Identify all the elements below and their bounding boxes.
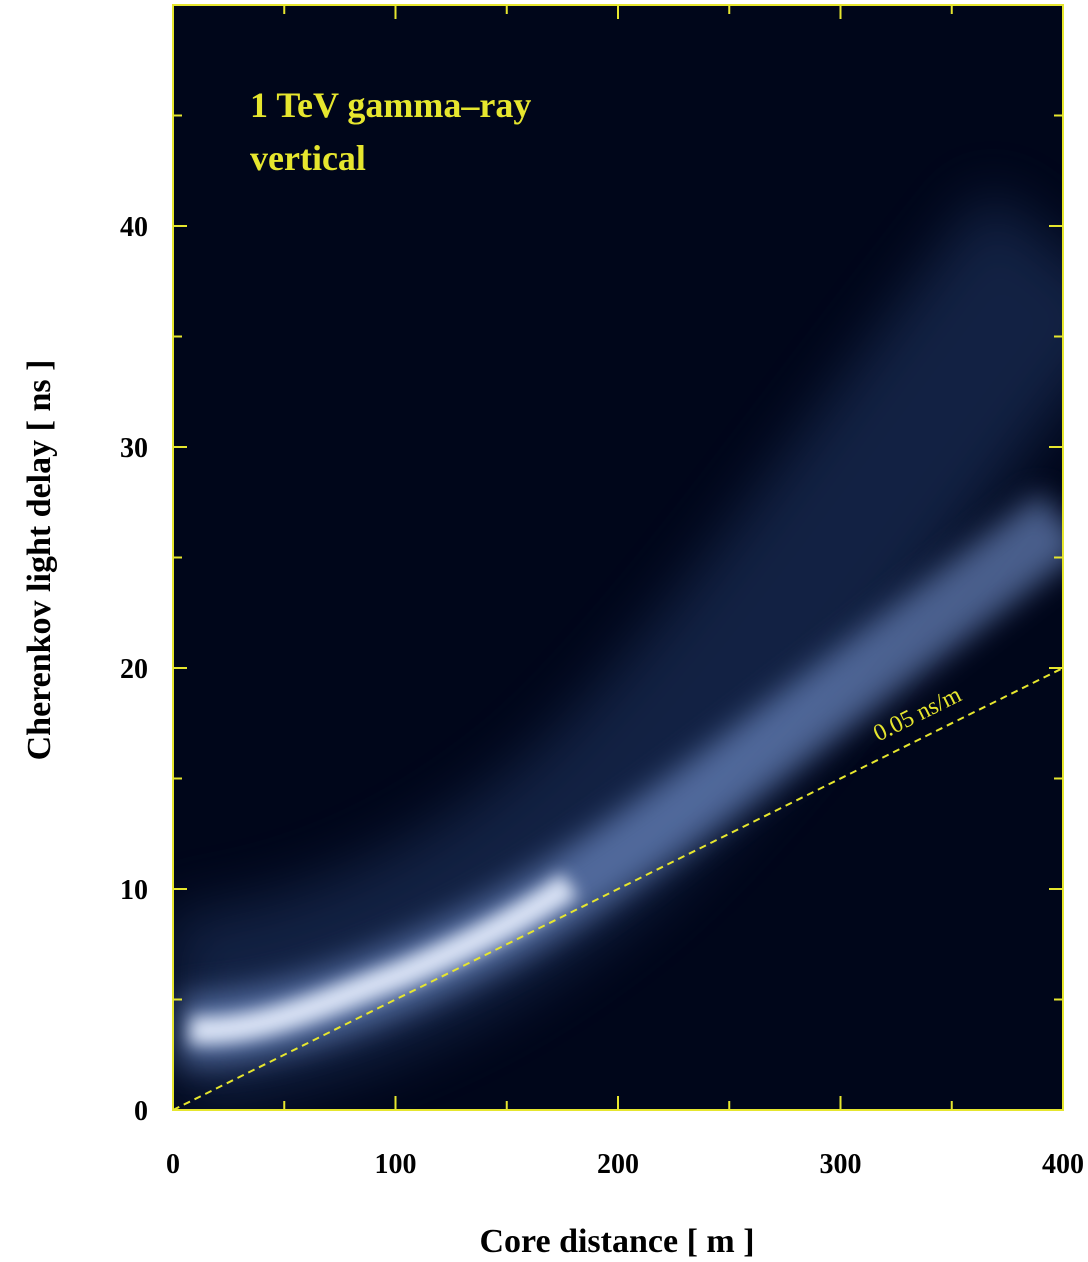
reference-line: [172, 667, 1064, 1111]
density-glow: [173, 189, 1063, 1105]
y-axis-label: Cherenkov light delay [ ns ]: [21, 360, 58, 761]
y-tick-label: 40: [120, 212, 148, 243]
x-tick-label: 100: [375, 1149, 417, 1180]
y-tick-label: 30: [120, 433, 148, 464]
x-tick-label: 400: [1042, 1149, 1084, 1180]
y-tick-label: 10: [120, 875, 148, 906]
annotation: 1 TeV gamma–ray: [250, 85, 531, 125]
y-tick-label: 20: [120, 654, 148, 685]
y-tick-label: 0: [134, 1096, 148, 1127]
x-tick-label: 300: [820, 1149, 862, 1180]
x-axis-label: Core distance [ m ]: [479, 1223, 754, 1257]
x-tick-label: 200: [597, 1149, 639, 1180]
x-tick-label: 0: [166, 1149, 180, 1180]
annotation: vertical: [250, 138, 366, 178]
